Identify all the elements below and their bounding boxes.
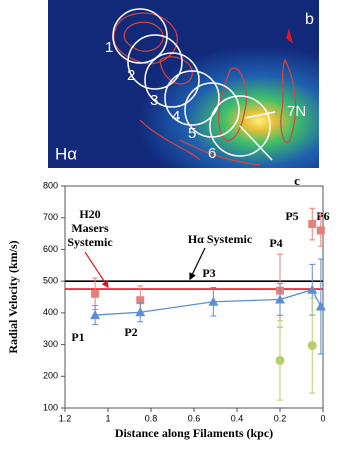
square-marker bbox=[316, 226, 325, 235]
square-marker bbox=[91, 289, 100, 298]
x-tick-label: 0.6 bbox=[188, 413, 201, 423]
region-label: 2 bbox=[127, 67, 135, 84]
y-axis-title: Radial Velocity (km/s) bbox=[6, 240, 20, 353]
x-tick-label: 1 bbox=[105, 413, 110, 423]
panel-label: c bbox=[294, 173, 300, 188]
y-tick-label: 500 bbox=[43, 276, 58, 286]
x-tick-label: 1.2 bbox=[59, 413, 72, 423]
triangle-marker bbox=[208, 296, 219, 306]
point-label: P3 bbox=[202, 266, 215, 280]
x-axis-title: Distance along Filaments (kpc) bbox=[115, 426, 273, 440]
square-marker bbox=[308, 220, 317, 229]
triangle-marker bbox=[90, 310, 101, 320]
arrow bbox=[84, 251, 109, 289]
region-label: 4 bbox=[172, 108, 180, 125]
circle-marker bbox=[275, 355, 285, 365]
square-marker bbox=[136, 296, 145, 305]
apertures bbox=[112, 8, 276, 161]
contours bbox=[113, 12, 297, 166]
triangle-marker bbox=[307, 284, 318, 294]
annotation: Hα Systemic bbox=[188, 232, 253, 246]
point-label: P6 bbox=[316, 209, 329, 223]
annotation: Masers bbox=[71, 221, 109, 235]
y-tick-label: 300 bbox=[43, 339, 58, 349]
triangle-marker bbox=[275, 294, 285, 304]
band-label: Hα bbox=[55, 144, 77, 163]
point-label: P5 bbox=[285, 209, 298, 223]
region-label: 5 bbox=[188, 125, 196, 142]
triangle-marker bbox=[135, 307, 146, 317]
y-tick-label: 800 bbox=[43, 180, 58, 190]
x-tick-label: 0.8 bbox=[145, 413, 158, 423]
triangle-marker bbox=[315, 301, 326, 311]
x-tick-label: 0 bbox=[320, 413, 325, 423]
y-tick-label: 200 bbox=[43, 371, 58, 381]
annotation: H20 bbox=[79, 207, 100, 221]
panel-label: b bbox=[305, 11, 314, 28]
region-label: 6 bbox=[208, 145, 216, 162]
plot-frame bbox=[64, 185, 324, 409]
point-label: P1 bbox=[71, 330, 84, 344]
point-label: P4 bbox=[269, 236, 282, 250]
chart: 100 200 300 400 500 600 700 800 1.2 1 0.8 0.6 0.4 0.2… bbox=[6, 173, 330, 440]
series-line bbox=[95, 288, 322, 316]
point-label: P2 bbox=[124, 325, 137, 339]
y-tick-label: 700 bbox=[43, 212, 58, 222]
arrow bbox=[286, 28, 293, 44]
circle-marker bbox=[307, 341, 317, 351]
region-label: 7N bbox=[287, 103, 306, 120]
region-label: 3 bbox=[150, 92, 158, 109]
region-label: 1 bbox=[105, 39, 113, 56]
arrow bbox=[189, 247, 206, 281]
x-tick-label: 0.4 bbox=[231, 413, 244, 423]
y-tick-label: 400 bbox=[43, 307, 58, 317]
y-tick-label: 600 bbox=[43, 244, 58, 254]
y-tick-label: 100 bbox=[43, 402, 58, 412]
x-tick-label: 0.2 bbox=[274, 413, 287, 423]
annotation: Systemic bbox=[67, 235, 113, 249]
